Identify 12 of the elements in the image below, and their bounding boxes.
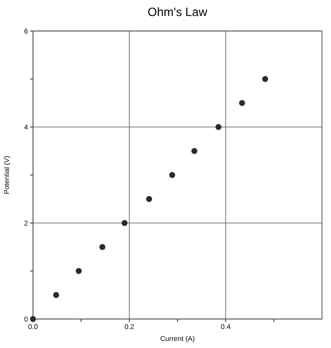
point	[122, 220, 128, 226]
point	[146, 196, 152, 202]
point	[99, 244, 106, 250]
point	[169, 172, 176, 178]
chart-title: Ohm's Law	[148, 5, 208, 19]
point	[53, 292, 60, 298]
point	[191, 148, 198, 154]
point	[30, 316, 36, 322]
point	[262, 76, 268, 82]
point	[76, 268, 82, 274]
point	[239, 100, 246, 106]
point	[215, 124, 222, 130]
